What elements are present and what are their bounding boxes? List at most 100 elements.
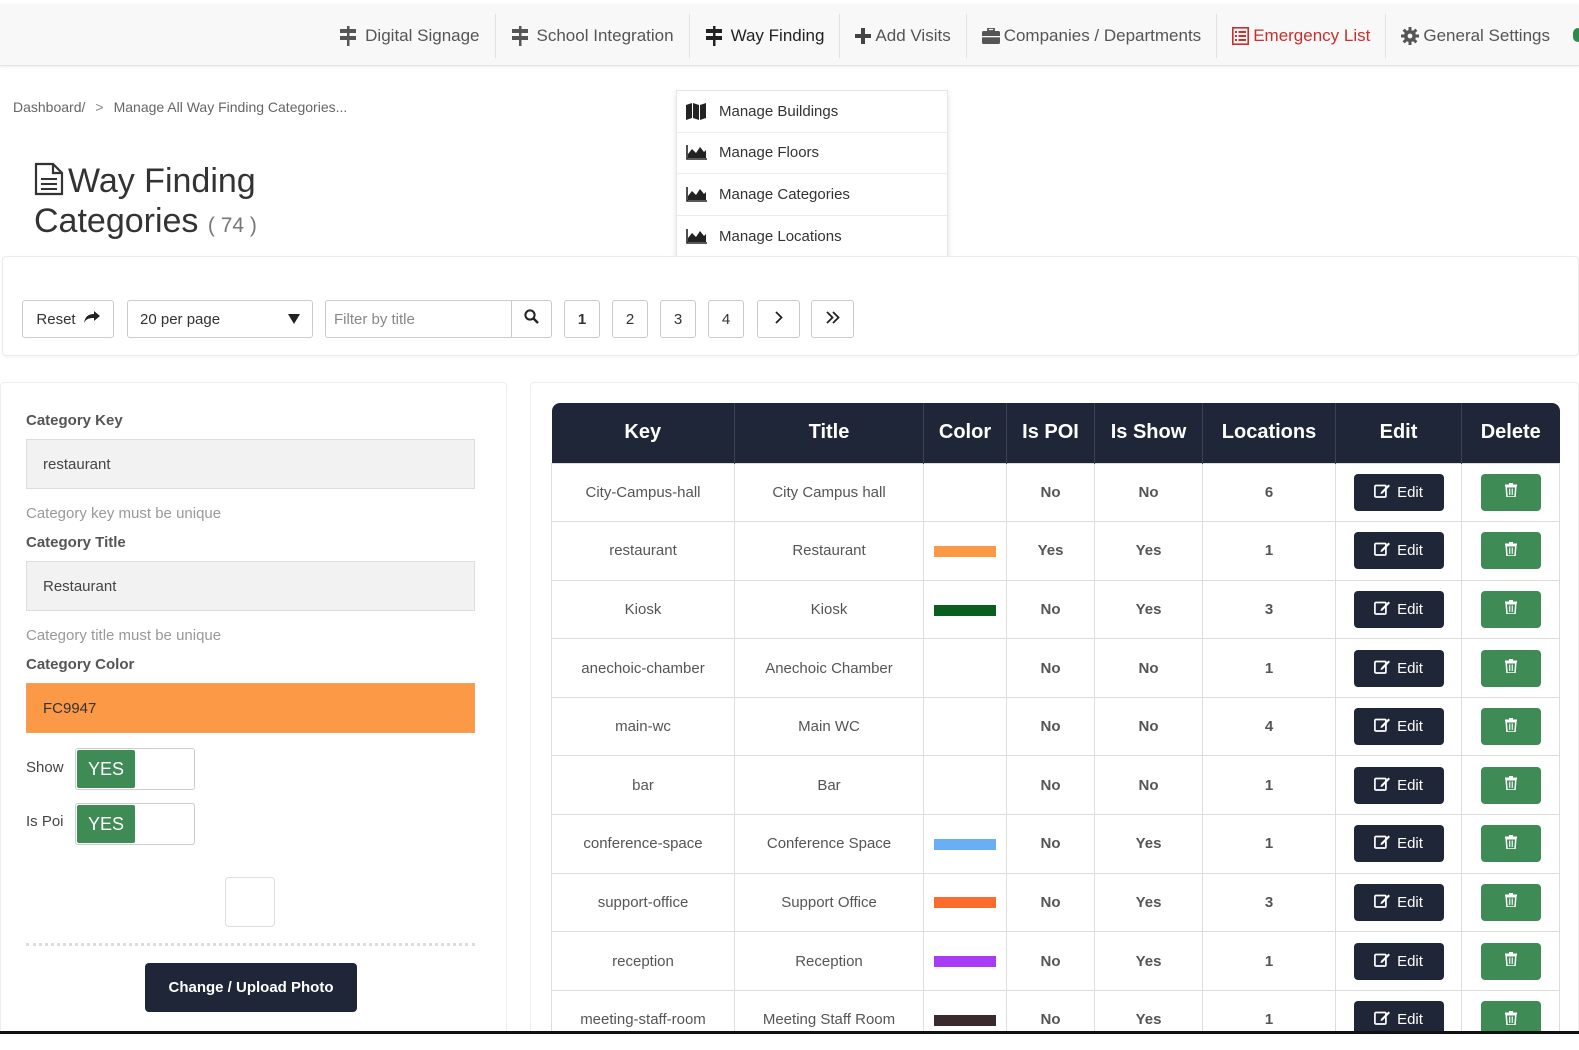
page-button-1[interactable]: 1 [564, 300, 600, 338]
per-page-select[interactable]: 20 per page [127, 300, 313, 338]
cell-is-show: No [1094, 462, 1203, 523]
color-swatch [934, 545, 996, 557]
nav-label: Companies / Departments [1003, 26, 1202, 45]
nav-label: Way Finding [730, 26, 825, 45]
category-key-input[interactable]: restaurant [26, 439, 475, 489]
cell-delete [1461, 638, 1560, 698]
edit-button[interactable]: Edit [1353, 825, 1444, 863]
edit-label: Edit [1397, 659, 1423, 677]
cell-edit: Edit [1335, 755, 1462, 816]
trash-icon [1504, 776, 1517, 794]
nav-way-finding[interactable]: Way Finding [690, 14, 841, 58]
edit-button[interactable]: Edit [1353, 649, 1444, 687]
delete-button[interactable] [1480, 649, 1541, 687]
menu-manage-floors[interactable]: Manage Floors [677, 133, 947, 174]
cell-color [923, 814, 1007, 874]
nav-companies-departments[interactable]: Companies / Departments [967, 14, 1218, 58]
cell-delete [1461, 931, 1560, 991]
show-label: Show [26, 759, 64, 776]
filter-title-input[interactable] [325, 300, 511, 338]
nav-general-settings[interactable]: General Settings [1386, 14, 1565, 58]
nav-school-integration[interactable]: School Integration [496, 14, 690, 58]
edit-button[interactable]: Edit [1353, 532, 1444, 570]
menu-label: Manage Categories [719, 185, 850, 203]
is-poi-toggle-on: YES [77, 805, 135, 843]
edit-button[interactable]: Edit [1353, 473, 1444, 511]
cell-is-show: Yes [1094, 931, 1203, 991]
menu-manage-buildings[interactable]: Manage Buildings [677, 91, 947, 133]
category-title-input[interactable]: Restaurant [26, 561, 475, 611]
edit-label: Edit [1397, 835, 1423, 853]
column-header-title[interactable]: Title [734, 403, 924, 463]
cell-delete [1461, 755, 1560, 816]
menu-manage-locations[interactable]: Manage Locations [677, 216, 947, 258]
cell-locations: 1 [1202, 521, 1336, 581]
edit-icon [1374, 952, 1391, 971]
is-poi-toggle[interactable]: YES [75, 803, 195, 845]
cell-edit: Edit [1335, 931, 1462, 991]
cell-title: City Campus hall [734, 462, 924, 523]
share-arrow-icon [83, 310, 100, 328]
column-header-locations[interactable]: Locations [1202, 403, 1336, 463]
edit-button[interactable]: Edit [1353, 708, 1444, 746]
breadcrumb-root[interactable]: Dashboard/ [13, 99, 86, 115]
cell-color [923, 696, 1007, 757]
user-status-dot[interactable] [1573, 28, 1579, 42]
column-header-color[interactable]: Color [923, 403, 1007, 463]
cell-title: Support Office [734, 872, 924, 933]
delete-button[interactable] [1480, 942, 1541, 980]
menu-manage-categories[interactable]: Manage Categories [677, 174, 947, 216]
nav-digital-signage[interactable]: Digital Signage [324, 14, 496, 58]
category-color-input[interactable]: FC9947 [26, 683, 475, 733]
nav-label: Add Visits [875, 26, 951, 45]
delete-button[interactable] [1480, 473, 1541, 511]
color-swatch [934, 956, 996, 968]
page-button-4[interactable]: 4 [708, 300, 744, 338]
edit-icon [1374, 717, 1391, 736]
delete-button[interactable] [1480, 883, 1541, 921]
upload-photo-button[interactable]: Change / Upload Photo [145, 963, 357, 1012]
cell-is-poi: No [1006, 696, 1095, 757]
plus-icon [855, 28, 872, 44]
chevron-right-icon [774, 310, 783, 328]
breadcrumb-separator: > [95, 99, 104, 115]
show-toggle[interactable]: YES [75, 748, 195, 790]
edit-button[interactable]: Edit [1353, 590, 1444, 628]
column-header-key[interactable]: Key [551, 403, 735, 463]
delete-button[interactable] [1480, 590, 1541, 628]
column-header-is-show[interactable]: Is Show [1094, 403, 1203, 463]
cell-key: Kiosk [551, 579, 735, 640]
edit-button[interactable]: Edit [1353, 942, 1444, 980]
table-row: anechoic-chamber Anechoic Chamber No No 1 Edi… [551, 638, 1560, 698]
trash-icon [1504, 483, 1517, 501]
last-page-button[interactable] [811, 300, 854, 338]
cell-color [923, 931, 1007, 991]
edit-button[interactable]: Edit [1353, 883, 1444, 921]
delete-button[interactable] [1480, 825, 1541, 863]
edit-label: Edit [1397, 776, 1423, 794]
edit-label: Edit [1397, 600, 1423, 618]
edit-label: Edit [1397, 1011, 1423, 1029]
area-chart-icon [685, 145, 707, 161]
next-page-button[interactable] [757, 300, 800, 338]
delete-button[interactable] [1480, 708, 1541, 746]
nav-emergency-list[interactable]: Emergency List [1217, 14, 1387, 58]
search-button[interactable] [511, 300, 552, 338]
column-header-is-poi[interactable]: Is POI [1006, 403, 1095, 463]
delete-button[interactable] [1480, 532, 1541, 570]
cell-is-show: No [1094, 638, 1203, 698]
table-header-row: Key Title Color Is POI Is Show Locations… [551, 403, 1560, 463]
nav-add-visits[interactable]: Add Visits [840, 14, 967, 58]
table-row: bar Bar No No 1 Edit [551, 755, 1560, 816]
is-poi-label: Is Poi [26, 813, 64, 830]
page-button-2[interactable]: 2 [612, 300, 648, 338]
category-key-label: Category Key [26, 412, 123, 429]
delete-button[interactable] [1480, 766, 1541, 804]
photo-preview [225, 877, 275, 927]
page-button-3[interactable]: 3 [660, 300, 696, 338]
edit-button[interactable]: Edit [1353, 766, 1444, 804]
menu-label: Manage Locations [719, 227, 842, 245]
show-toggle-on: YES [77, 750, 135, 788]
edit-label: Edit [1397, 718, 1423, 736]
reset-button[interactable]: Reset [22, 300, 114, 338]
